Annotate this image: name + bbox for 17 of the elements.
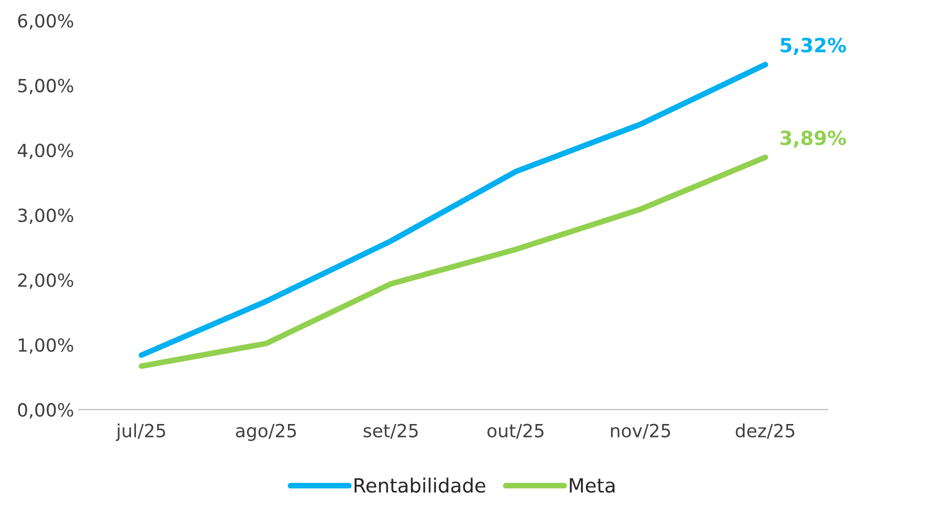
y-tick-label: 6,00% xyxy=(18,14,74,30)
x-tick-label: nov/25 xyxy=(611,424,670,439)
legend-label: Meta xyxy=(570,478,614,493)
x-tick-label: out/25 xyxy=(487,424,544,439)
y-tick-label: 2,00% xyxy=(18,273,74,289)
x-tick-label: dez/25 xyxy=(736,423,794,439)
x-tick-label: ago/25 xyxy=(236,424,296,441)
data-label: 3,89% xyxy=(780,130,846,148)
y-tick-label: 3,00% xyxy=(18,208,74,224)
y-tick-label: 4,00% xyxy=(18,144,74,160)
y-tick-label: 0,00% xyxy=(18,403,74,419)
y-tick-label: 5,00% xyxy=(18,78,74,94)
x-tick-label: set/25 xyxy=(364,424,418,439)
x-tick-label: jul/25 xyxy=(116,423,166,441)
data-label: 5,32% xyxy=(780,38,846,55)
legend-label: Rentabilidade xyxy=(354,478,486,493)
y-tick-label: 1,00% xyxy=(18,338,74,354)
